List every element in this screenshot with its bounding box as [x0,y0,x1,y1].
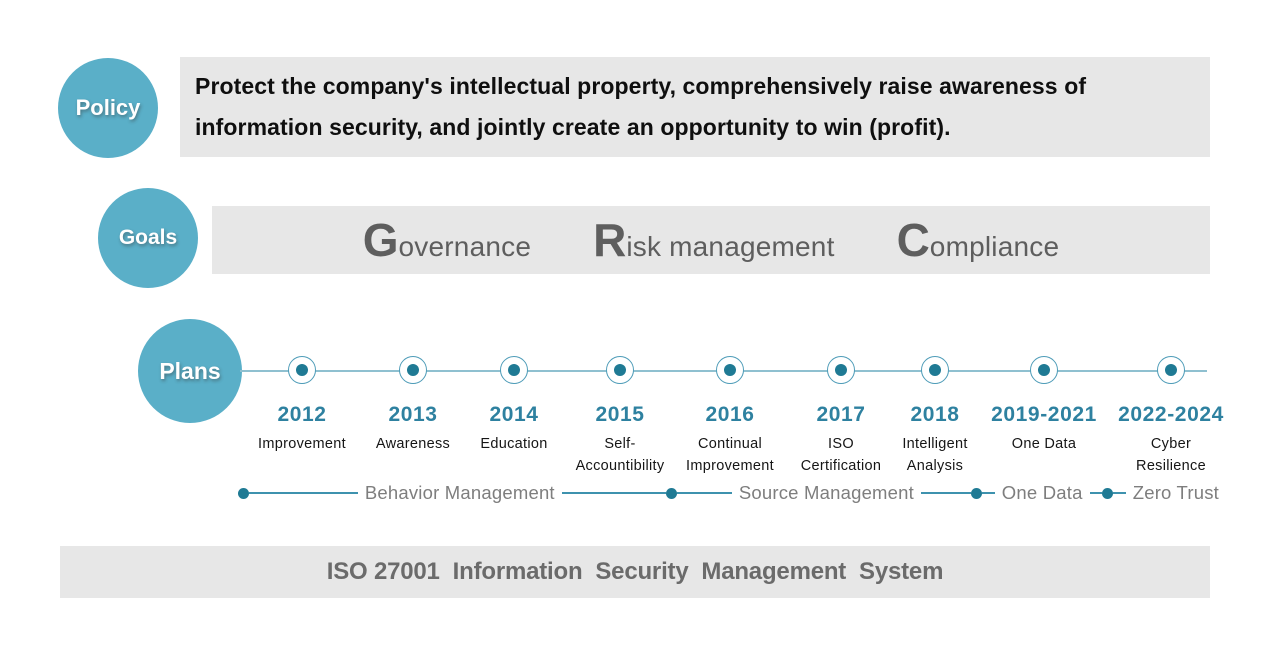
timeline-node-icon [288,356,316,384]
milestone-year: 2013 [388,403,438,426]
timeline-milestone: 2019-2021 One Data [978,356,1110,456]
plans-badge-label: Plans [159,357,221,384]
timeline-node-dot-icon [1165,364,1177,376]
timeline-milestone: 2022-2024 Cyber Resilience [1105,356,1237,477]
plans-badge: Plans [138,319,242,423]
milestone-year: 2015 [595,403,645,426]
footer-title: ISO 27001 Information Security Managemen… [326,558,944,585]
milestone-label: Continual Improvement [686,436,774,474]
timeline-node-dot-icon [508,364,520,376]
phase-dot-icon [1102,487,1114,499]
phase-connector-line [1113,492,1126,494]
timeline-node-icon [1030,356,1058,384]
milestone-label: Self- Accountibility [575,436,665,474]
timeline-node-icon [606,356,634,384]
goals-badge: Goals [98,188,198,288]
timeline-milestone: 2013 Awareness [347,356,479,456]
milestone-label: Awareness [375,436,451,452]
milestone-label: ISO Certification [800,436,882,474]
phase-label-behavior-management: Behavior Management [364,482,555,503]
goal-rest: isk management [626,231,835,262]
timeline-node-dot-icon [407,364,419,376]
milestone-label: Intelligent Analysis [902,436,968,474]
timeline-node-dot-icon [724,364,736,376]
timeline-milestone: 2012 Improvement [236,356,368,456]
timeline-milestone: 2015 Self- Accountibility [554,356,686,477]
timeline-node-dot-icon [1038,364,1050,376]
policy-statement-panel: Protect the company's intellectual prope… [180,57,1210,157]
timeline-node-icon [716,356,744,384]
goal-initial: R [593,214,627,266]
milestone-year: 2017 [816,403,866,426]
policy-statement-line-1: Protect the company's intellectual prope… [195,73,1087,99]
timeline-node-dot-icon [929,364,941,376]
milestone-year: 2019-2021 [991,403,1097,426]
phase-label-source-management: Source Management [738,482,914,503]
milestone-label: One Data [1011,436,1077,452]
goal-rest: overnance [398,231,532,262]
milestone-year: 2022-2024 [1118,403,1224,426]
timeline-node-icon [921,356,949,384]
timeline-node-icon [500,356,528,384]
timeline-milestone: 2018 Intelligent Analysis [869,356,1001,477]
milestone-year: 2012 [277,403,327,426]
timeline-milestone: 2014 Education [448,356,580,456]
goal-rest: ompliance [929,231,1060,262]
timeline-node-icon [827,356,855,384]
policy-statement-line-2: information security, and jointly create… [195,114,951,140]
phase-connector-line [982,492,995,494]
policy-badge: Policy [58,58,158,158]
milestone-label: Education [480,436,548,452]
timeline-node-dot-icon [614,364,626,376]
milestone-label: Improvement [258,436,346,452]
phase-dot-icon [971,487,983,499]
timeline-node-dot-icon [296,364,308,376]
phase-dot-icon [666,487,678,499]
goal-initial: G [362,214,399,266]
phase-connector-line [249,492,358,494]
timeline-milestone: 2017 ISO Certification [775,356,907,477]
milestone-year: 2018 [910,403,960,426]
phase-label-zero-trust: Zero Trust [1132,482,1220,503]
phase-connector-line [677,492,732,494]
phases-track: Behavior Management Source Management On… [238,482,1226,503]
milestone-year: 2014 [489,403,539,426]
timeline-node-icon [1157,356,1185,384]
phase-label-one-data: One Data [1001,482,1083,503]
milestone-year: 2016 [705,403,755,426]
phase-connector-line [920,492,972,494]
timeline-node-dot-icon [835,364,847,376]
policy-badge-label: Policy [75,95,141,120]
milestone-label: Cyber Resilience [1136,436,1206,474]
goals-badge-label: Goals [118,226,178,249]
phase-connector-line [1089,492,1103,494]
timeline-milestone: 2016 Continual Improvement [664,356,796,477]
goal-initial: C [896,214,930,266]
phase-dot-icon [238,487,249,499]
phase-connector-line [561,492,667,494]
footer-bar: ISO 27001 Information Security Managemen… [60,546,1210,598]
timeline-node-icon [399,356,427,384]
